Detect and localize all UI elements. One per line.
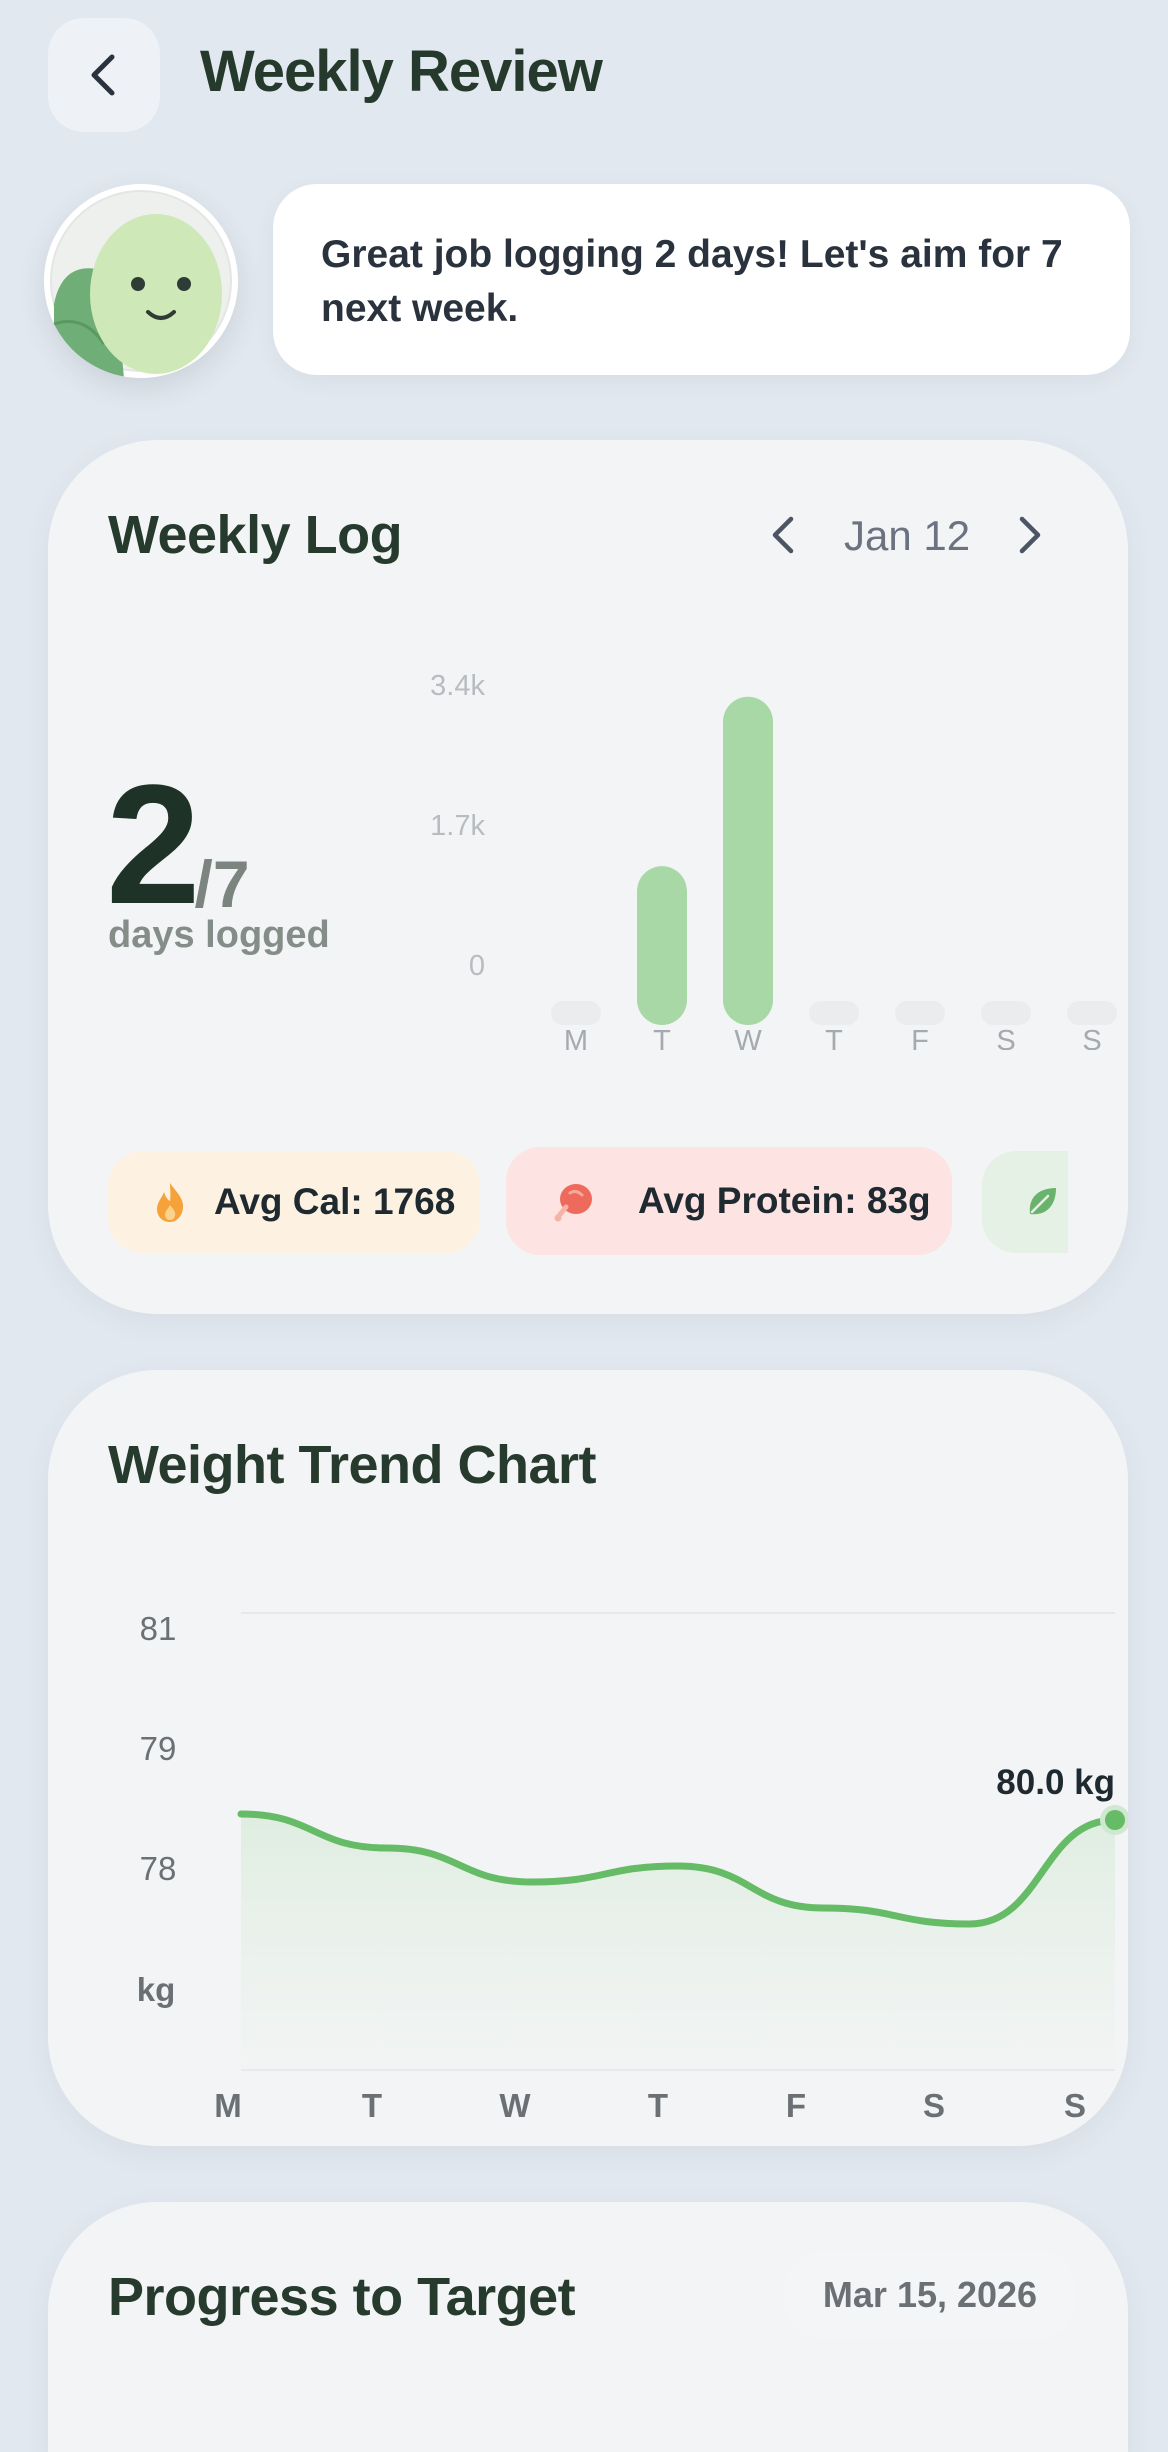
coach-avatar [44, 184, 238, 378]
weight-line [237, 1810, 1119, 1928]
meat-icon [554, 1184, 592, 1222]
x-tick-label: W [734, 1025, 762, 1050]
x-tick-label: M [564, 1025, 588, 1050]
days-logged-count: 2 [106, 750, 201, 940]
y-tick-label: 0 [469, 950, 485, 982]
weight-area [241, 1814, 1115, 2070]
x-tick-label: S [996, 1025, 1015, 1050]
days-logged-stat: 2 /7 [106, 760, 250, 930]
target-date: Mar 15, 2026 [822, 2274, 1038, 2315]
page-title: Weekly Review [200, 39, 603, 104]
weekly-log-title: Weekly Log [108, 505, 403, 565]
bar-empty [551, 1001, 601, 1025]
next-week-button[interactable] [1000, 505, 1060, 565]
weight-trend-card: Weight Trend Chart 81 79 78 kg 80.0 kg M T W T F S… [48, 1370, 1128, 2146]
x-tick-label: W [499, 2087, 531, 2120]
leaf-pill [982, 1151, 1068, 1253]
weight-trend-title: Weight Trend Chart [108, 1435, 597, 1495]
x-tick-label: M [214, 2087, 242, 2120]
avg-cal-pill: Avg Cal: 1768 [108, 1151, 480, 1253]
chevron-left-icon [91, 54, 115, 96]
coach-message-text: Great job logging 2 days! Let's aim for … [321, 233, 1063, 330]
stat-pills: Avg Cal: 1768 Avg Protein: 83g [108, 1147, 1068, 1257]
y-axis-unit: kg [137, 1971, 176, 2008]
x-tick-label: S [1082, 1025, 1101, 1050]
x-tick-label: S [1064, 2087, 1086, 2120]
chevron-left-icon [772, 516, 794, 554]
x-tick-label: T [362, 2087, 382, 2120]
bar-empty [895, 1001, 945, 1025]
x-tick-label: T [653, 1025, 671, 1050]
avg-protein-label: Avg Protein: 83g [638, 1180, 931, 1221]
avg-protein-pill: Avg Protein: 83g [506, 1147, 952, 1255]
prev-week-button[interactable] [753, 505, 813, 565]
x-tick-label: F [786, 2087, 806, 2120]
week-date: Jan 12 [844, 512, 971, 559]
x-tick-label: S [923, 2087, 945, 2120]
coach-message-bubble: Great job logging 2 days! Let's aim for … [273, 184, 1130, 375]
end-point [1105, 1810, 1125, 1830]
bar-empty [1067, 1001, 1117, 1025]
progress-title: Progress to Target [108, 2267, 576, 2327]
days-logged-label: days logged [108, 914, 330, 956]
back-button[interactable] [48, 18, 160, 132]
x-tick-label: T [648, 2087, 668, 2120]
y-tick-label: 3.4k [430, 670, 485, 702]
end-value-label: 80.0 kg [996, 1763, 1115, 1802]
bar-empty [981, 1001, 1031, 1025]
y-tick-label: 78 [140, 1850, 177, 1887]
days-total: /7 [194, 847, 250, 921]
y-tick-label: 81 [140, 1610, 177, 1647]
y-tick-label: 79 [140, 1730, 177, 1767]
turtle-mascot-icon [50, 190, 232, 378]
x-tick-label: F [911, 1025, 929, 1050]
x-tick-label: T [825, 1025, 843, 1050]
y-tick-label: 1.7k [430, 810, 485, 842]
chevron-right-icon [1019, 516, 1041, 554]
flame-icon [157, 1183, 184, 1222]
bar [637, 866, 687, 1025]
bar-empty [809, 1001, 859, 1025]
target-date-badge: Mar 15, 2026 [784, 2250, 1076, 2340]
bar [723, 696, 773, 1025]
calorie-bar-chart: 3.4k 1.7k 0 M T W T F S S [430, 670, 1117, 1050]
avg-cal-label: Avg Cal: 1768 [214, 1181, 456, 1222]
leaf-icon [1029, 1188, 1056, 1215]
weight-line-chart: 81 79 78 kg 80.0 kg M T W T F S S [137, 1610, 1128, 2120]
progress-card: Progress to Target Mar 15, 2026 [48, 2202, 1128, 2452]
weekly-log-card: Weekly Log Jan 12 2 /7 days logged 3.4k 1… [48, 440, 1128, 1314]
